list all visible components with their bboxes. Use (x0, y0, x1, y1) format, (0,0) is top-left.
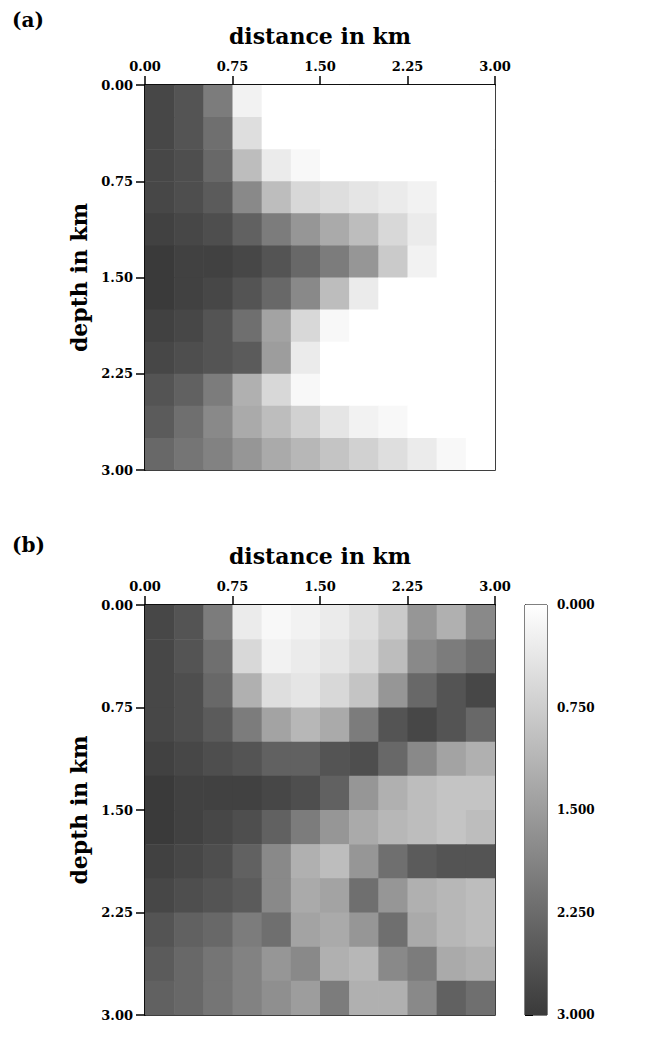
svg-text:3.00: 3.00 (479, 59, 511, 74)
svg-text:0.75: 0.75 (101, 700, 133, 715)
svg-text:0.75: 0.75 (217, 579, 249, 594)
svg-text:1.50: 1.50 (101, 270, 133, 285)
svg-text:0.00: 0.00 (129, 59, 161, 74)
svg-text:0.75: 0.75 (101, 174, 133, 189)
svg-text:distance in km: distance in km (229, 23, 411, 49)
svg-text:0.00: 0.00 (101, 598, 133, 613)
svg-text:0.000: 0.000 (557, 598, 595, 612)
svg-text:1.50: 1.50 (101, 803, 133, 818)
svg-text:2.25: 2.25 (101, 905, 133, 920)
svg-text:depth in km: depth in km (66, 203, 92, 352)
svg-text:3.000: 3.000 (557, 1008, 595, 1022)
svg-text:0.00: 0.00 (129, 579, 161, 594)
svg-text:0.00: 0.00 (101, 78, 133, 93)
svg-text:2.250: 2.250 (557, 906, 595, 920)
svg-text:(a): (a) (12, 8, 44, 32)
svg-text:depth in km: depth in km (66, 735, 92, 884)
svg-text:2.25: 2.25 (392, 59, 424, 74)
svg-text:1.50: 1.50 (304, 579, 336, 594)
svg-text:3.00: 3.00 (479, 579, 511, 594)
svg-text:3.00: 3.00 (101, 463, 133, 478)
svg-text:1.500: 1.500 (557, 803, 595, 817)
svg-text:2.25: 2.25 (101, 366, 133, 381)
svg-text:1.50: 1.50 (304, 59, 336, 74)
svg-text:0.75: 0.75 (217, 59, 249, 74)
svg-text:2.25: 2.25 (392, 579, 424, 594)
svg-text:(b): (b) (12, 533, 45, 557)
svg-text:0.750: 0.750 (557, 701, 595, 715)
svg-text:3.00: 3.00 (101, 1008, 133, 1023)
svg-text:distance in km: distance in km (229, 543, 411, 569)
